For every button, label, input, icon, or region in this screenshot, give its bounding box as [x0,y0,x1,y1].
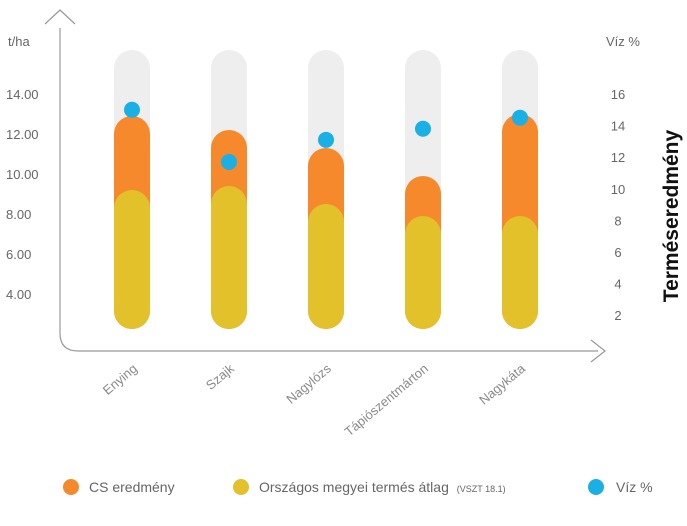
left-tick-label: 14.00 [6,87,39,102]
right-tick-label: 16 [611,87,625,102]
right-tick-label: 4 [614,277,621,292]
bar-average [502,216,538,329]
right-tick-label: 2 [614,308,621,323]
bar-average [114,190,150,329]
right-tick-label: 12 [611,150,625,165]
bar-groups [114,50,538,329]
category-labels: Enying Szajk Nagylózs Tápiószentmárton Nagyk… [100,360,529,439]
axis-arrow-up [44,9,76,25]
bar-average [405,216,441,329]
category-label: Nagylózs [283,360,334,406]
legend-swatch-cs [63,479,79,495]
water-dot [318,131,334,148]
right-tick-label: 8 [614,213,621,228]
category-label: Nagykáta [476,360,528,407]
bar-average [211,186,247,329]
legend: CS eredmény Országos megyei termés átlag… [63,479,653,495]
chart-axes [44,9,606,363]
left-axis-unit: t/ha [8,34,30,49]
bar-average [308,204,344,329]
water-dot [221,153,237,170]
side-title: Terméseredmény [660,129,683,302]
left-tick-label: 8.00 [6,207,31,222]
water-dots [124,101,528,170]
legend-label-water: Víz % [616,479,653,495]
left-axis-ticks: 4.00 6.00 8.00 10.00 12.00 14.00 [6,87,39,302]
category-label: Tápiószentmárton [342,361,431,439]
right-tick-label: 14 [611,119,625,134]
axis-arrow-right [590,339,606,363]
right-axis-unit: Víz % [606,34,640,49]
legend-swatch-water [588,479,604,495]
water-dot [124,101,140,118]
legend-label-avg: Országos megyei termés átlag (VSZT 18.1) [259,479,506,495]
category-label: Enying [100,361,140,398]
water-dot [512,109,528,126]
left-tick-label: 10.00 [6,167,39,182]
legend-label-avg-note: (VSZT 18.1) [457,484,506,494]
left-tick-label: 12.00 [6,127,39,142]
right-tick-label: 6 [614,245,621,260]
right-axis-ticks: 2 4 6 8 10 12 14 16 [611,87,625,323]
category-label: Szajk [203,360,237,392]
left-tick-label: 6.00 [6,247,31,262]
axis-line [59,28,598,352]
legend-swatch-avg [233,479,249,495]
right-tick-label: 10 [611,182,625,197]
left-tick-label: 4.00 [6,287,31,302]
legend-label-avg-main: Országos megyei termés átlag [259,479,449,495]
legend-label-cs: CS eredmény [89,479,175,495]
water-dot [415,120,431,137]
